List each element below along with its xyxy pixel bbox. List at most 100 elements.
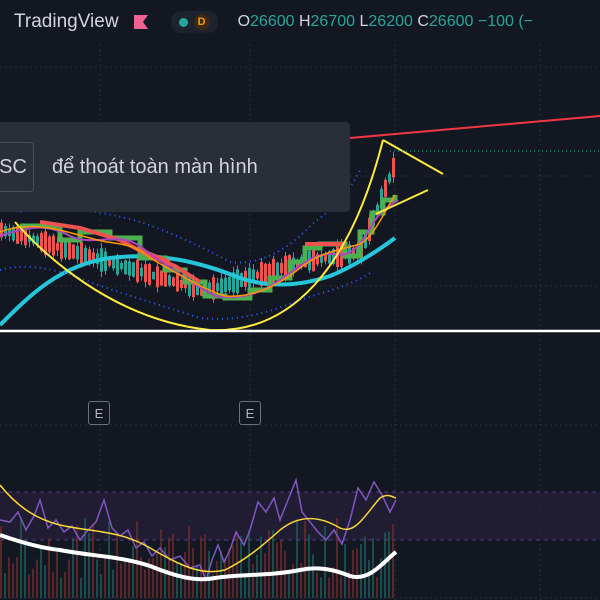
candle [152,271,155,280]
candle [272,258,275,283]
volume-bar [292,563,294,598]
candle [284,255,287,278]
candle [180,280,183,288]
market-status-badge[interactable]: D [170,11,218,33]
volume-bar [32,568,34,598]
candle [328,251,331,264]
candle [384,179,387,197]
candle [72,244,75,259]
volume-bar [328,577,330,598]
volume-bar [4,572,6,598]
ohlc-values: O26600 H26700 L26200 C26600 −100 (− [238,13,533,31]
resistance-trendline[interactable] [349,115,600,139]
candle [188,276,191,297]
candle [268,263,271,280]
candle [116,255,119,275]
candle [52,235,55,256]
candle [156,266,159,288]
candle [36,236,39,246]
candle [212,277,215,300]
candle [280,262,283,274]
earnings-marker[interactable]: E [239,401,261,425]
candle [172,277,175,286]
volume-bar [100,574,102,598]
volume-bar [296,519,298,598]
volume-bar [68,559,70,598]
volume-bar [140,556,142,598]
candle [252,269,255,284]
volume-bar [196,564,198,598]
volume-bar [236,530,238,598]
volume-bar [28,574,30,598]
candle [80,242,83,266]
candle [32,235,35,244]
candle [192,278,195,298]
volume-bar [208,550,210,598]
candle [144,264,147,283]
earnings-marker[interactable]: E [88,401,110,425]
candle [200,288,203,296]
volume-bar [72,537,74,598]
volume-bar [192,548,194,598]
volume-bar [376,577,378,598]
candle [20,230,23,242]
candle [324,254,327,262]
volume-bar [324,525,326,598]
volume-bar [8,557,10,598]
candle [196,282,199,296]
candle [120,262,123,270]
candle [48,236,51,253]
toast-message: để thoát toàn màn hình [52,155,258,178]
candle [332,249,335,265]
candle [376,204,379,213]
volume-bar [96,559,98,598]
volume-bar [172,533,174,598]
candle [312,248,315,272]
candle [320,254,323,263]
candle [16,225,19,244]
volume-bar [260,536,262,598]
volume-bar [136,521,138,598]
volume-bar [120,563,122,598]
candle [256,271,259,279]
volume-bar [36,559,38,598]
oscillator-white-line [0,533,398,582]
volume-bar [124,558,126,598]
volume-bar [372,538,374,598]
candle [224,277,227,292]
flag-icon[interactable] [133,14,149,30]
candle [140,267,143,277]
candle [160,270,163,286]
candle [276,262,279,276]
candle [388,173,391,183]
candle [4,226,7,237]
volume-bar [380,558,382,598]
volume-bar [360,544,362,598]
interval-badge: D [193,14,210,30]
candle [112,258,115,269]
volume-bar [16,556,18,598]
volume-bar [304,521,306,598]
volume-bar [148,558,150,598]
volume-bar [244,572,246,598]
brand-title: TradingView [14,11,119,32]
candle [68,241,71,260]
symbol-header: TradingView D O26600 H26700 L26200 C2660… [0,0,600,44]
volume-bar [12,563,14,598]
close-label: C [417,13,429,30]
volume-bar [344,544,346,598]
candle [132,262,135,277]
volume-bar [152,558,154,598]
ma-purple-line [0,199,399,299]
candle [236,269,239,294]
volume-bar [212,573,214,598]
candle [24,229,27,246]
volume-bar [272,530,274,598]
open-value: 26600 [250,13,295,30]
volume-bar [0,526,2,598]
ma-orange-line [0,194,396,297]
volume-bar [276,542,278,598]
candle [124,260,127,275]
volume-bar [288,572,290,598]
